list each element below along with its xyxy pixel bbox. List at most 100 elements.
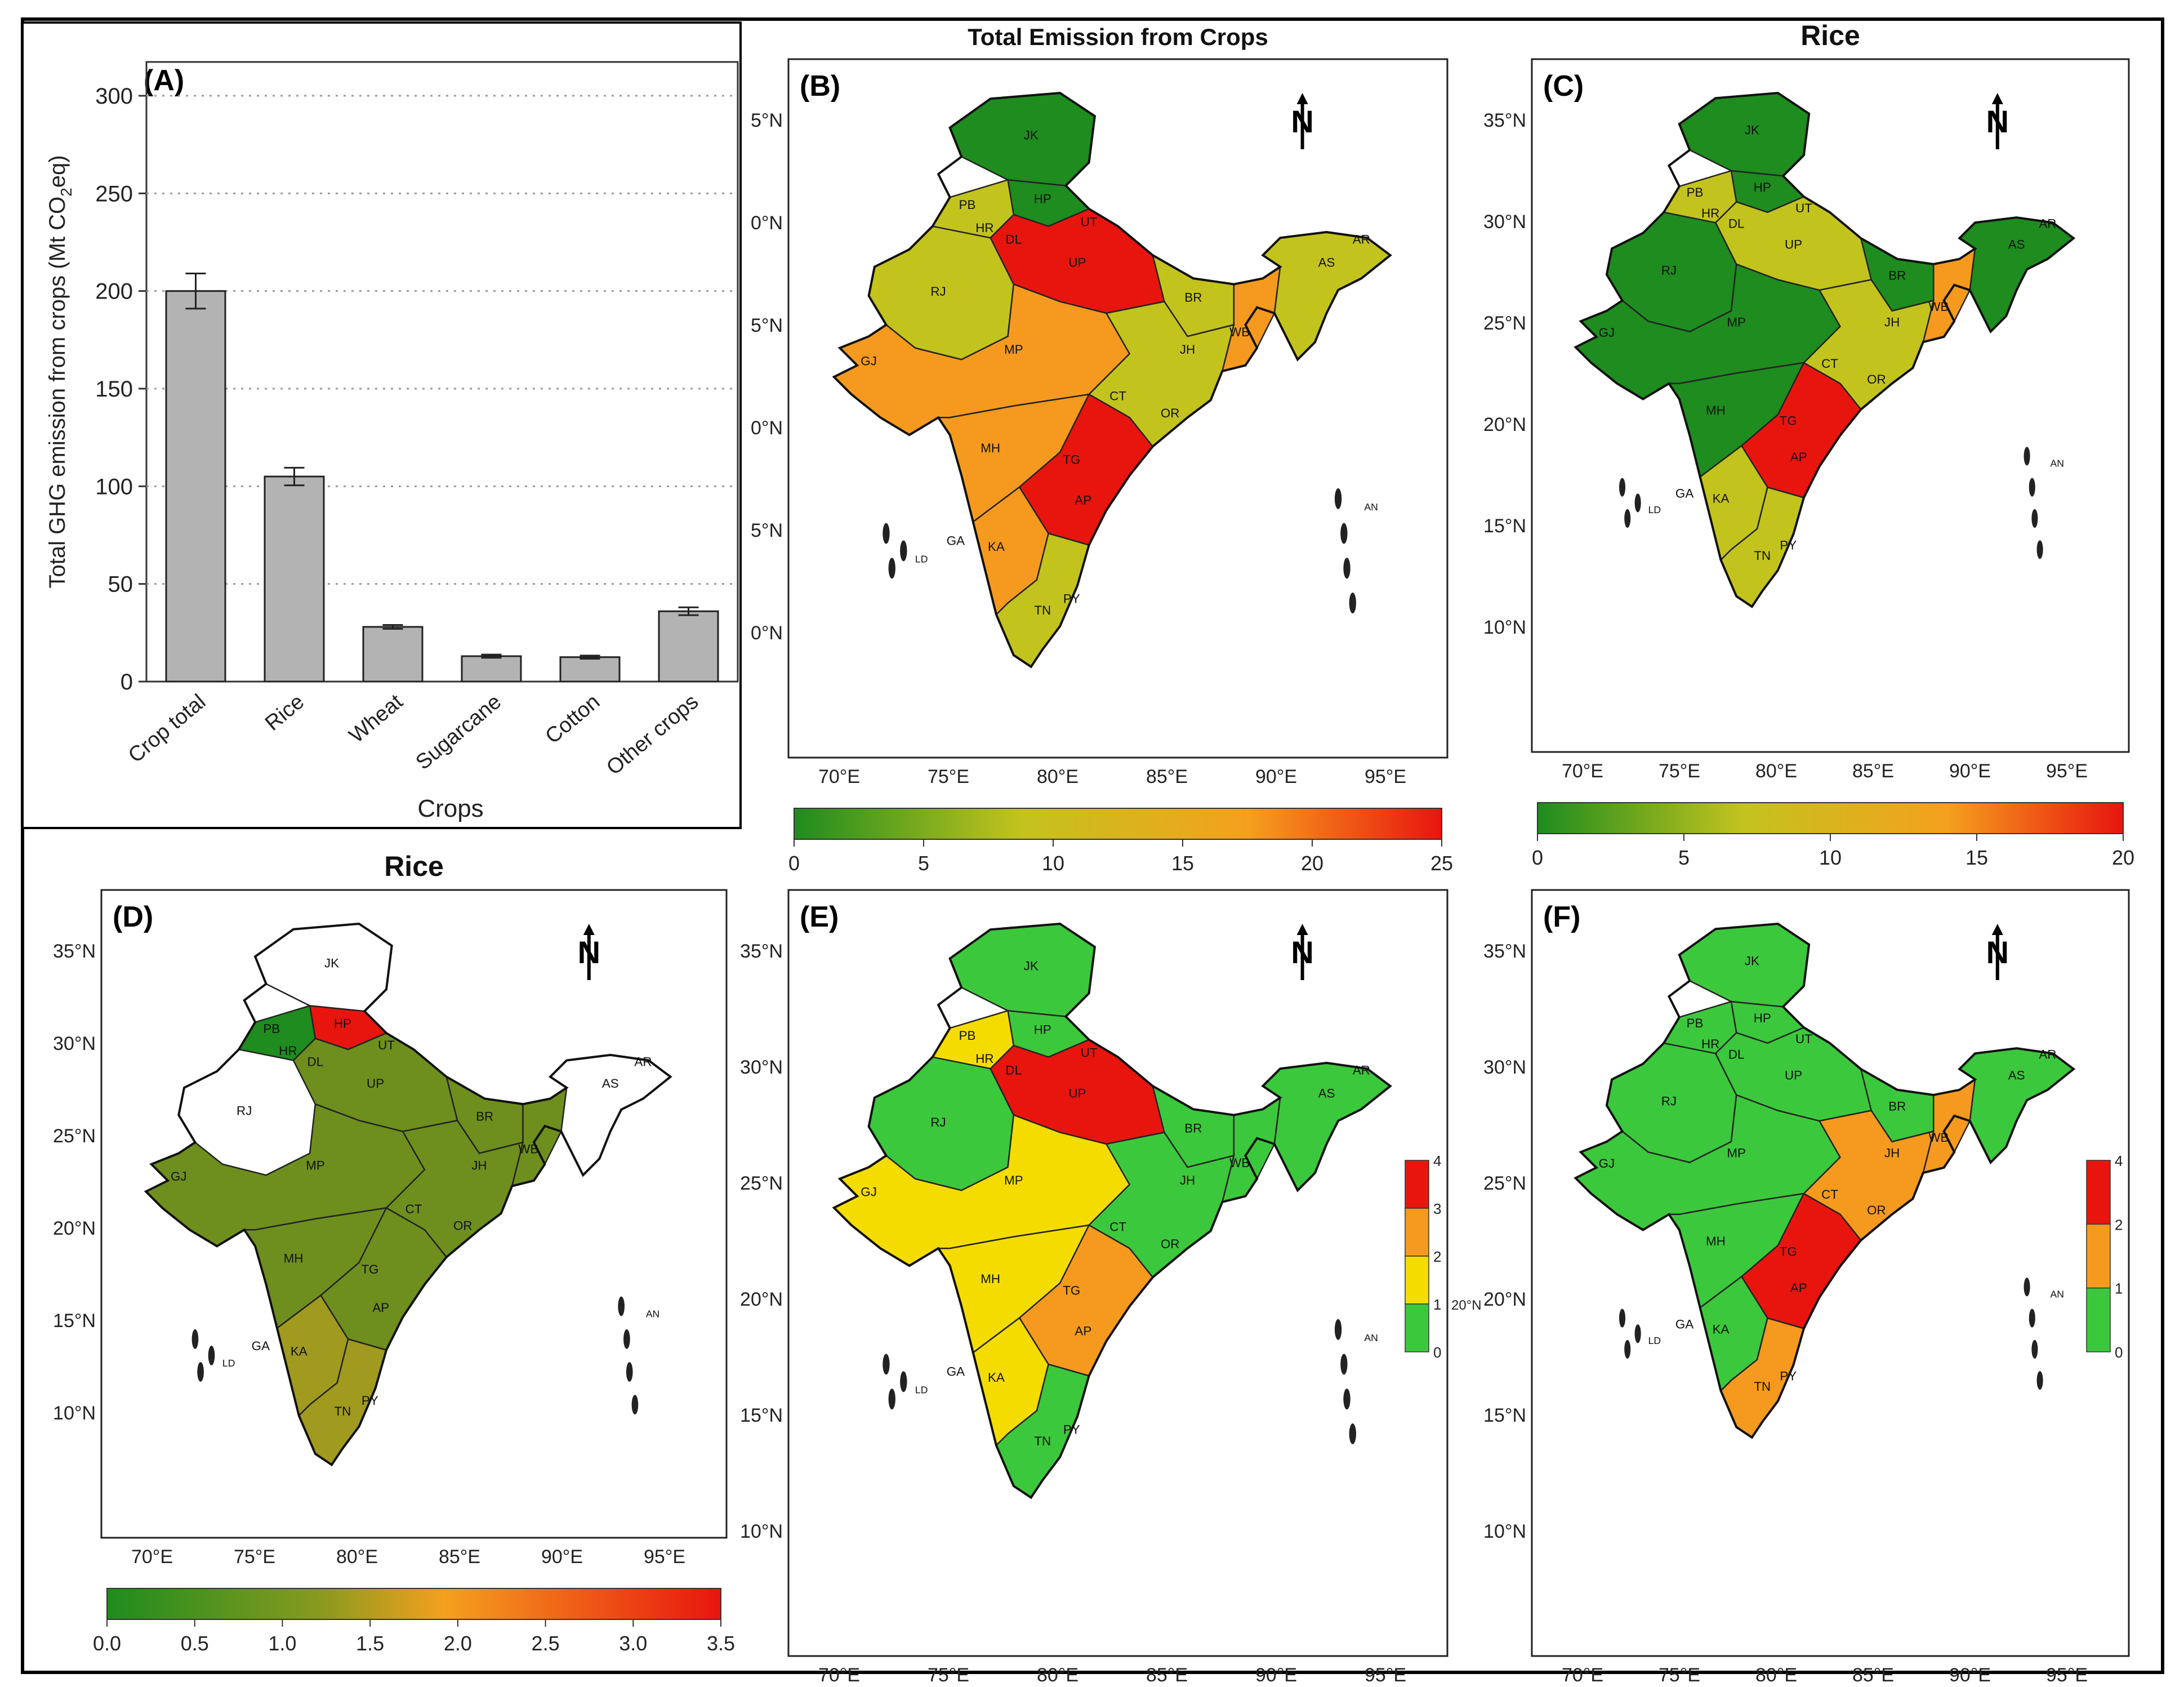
island bbox=[1334, 488, 1342, 509]
state-label-ap: AP bbox=[1790, 450, 1807, 464]
state-label-ar: AR bbox=[2039, 1048, 2056, 1062]
lon-label: 80°E bbox=[336, 1546, 378, 1568]
state-label-tg: TG bbox=[1780, 1245, 1797, 1259]
lat-label: 10°N bbox=[1483, 617, 1526, 638]
island bbox=[623, 1329, 630, 1349]
state-label-ct: CT bbox=[1109, 1219, 1126, 1234]
lon-label: 85°E bbox=[1852, 760, 1894, 782]
lon-label: 70°E bbox=[818, 1664, 860, 1686]
north-arrow-icon: N bbox=[578, 924, 600, 980]
state-label-dl: DL bbox=[1728, 1048, 1745, 1062]
plot-area bbox=[145, 61, 739, 683]
lat-label: 35°N bbox=[1483, 941, 1526, 962]
state-label-ct: CT bbox=[1821, 357, 1838, 371]
lon-label: 95°E bbox=[1365, 1664, 1406, 1686]
state-label-pb: PB bbox=[1687, 1016, 1704, 1030]
state-label-br: BR bbox=[1184, 290, 1202, 304]
state-label-ap: AP bbox=[1075, 493, 1091, 508]
lat-label: 25°N bbox=[1483, 313, 1526, 334]
state-label-jh: JH bbox=[1180, 1173, 1195, 1187]
state-label-py: PY bbox=[1063, 1423, 1080, 1437]
state-label-py: PY bbox=[1780, 538, 1797, 553]
island bbox=[1634, 493, 1641, 513]
island bbox=[1343, 1388, 1350, 1410]
lat-label: 0°N bbox=[751, 417, 783, 439]
island bbox=[2023, 1278, 2030, 1297]
state-label-ar: AR bbox=[1353, 233, 1370, 247]
lon-label: 75°E bbox=[928, 766, 969, 787]
lon-label: 70°E bbox=[1562, 760, 1603, 782]
legend-tick-label: 0 bbox=[2115, 1344, 2123, 1361]
lon-label: 85°E bbox=[439, 1546, 480, 1568]
legend-swatch bbox=[2086, 1160, 2111, 1225]
state-label-mh: MH bbox=[1706, 403, 1726, 417]
lon-label: 90°E bbox=[1255, 1664, 1297, 1686]
india-map: JK HP PB UT HR DL RJ UP BR AS AR GJ MP JH WB CT OR MH TG AP… bbox=[832, 93, 1392, 667]
bar-cotton bbox=[559, 656, 621, 683]
lon-label: 95°E bbox=[2046, 1664, 2088, 1686]
bars bbox=[165, 272, 719, 683]
lat-label: 35°N bbox=[53, 941, 96, 962]
state-label-ld: LD bbox=[915, 1384, 928, 1395]
y-tick-labels: 0 50 100 150 200 250 300 bbox=[95, 84, 146, 695]
state-label-as: AS bbox=[2008, 237, 2025, 251]
legend-swatch bbox=[1405, 1208, 1429, 1257]
north-label: N bbox=[1291, 104, 1313, 139]
lat-label: 10°N bbox=[1483, 1521, 1526, 1542]
lat-label: 15°N bbox=[53, 1310, 96, 1332]
lon-label: 85°E bbox=[1146, 766, 1188, 787]
lon-label: 90°E bbox=[1949, 1664, 1991, 1686]
state-label-ka: KA bbox=[291, 1344, 307, 1358]
state-label-mh: MH bbox=[980, 1272, 1000, 1286]
state-label-hp: HP bbox=[334, 1016, 351, 1030]
legend-swatch bbox=[1405, 1303, 1429, 1352]
state-label-ga: GA bbox=[252, 1339, 270, 1353]
state-label-tn: TN bbox=[1754, 549, 1771, 563]
state-label-mp: MP bbox=[1727, 1146, 1746, 1160]
lat-label: 25°N bbox=[740, 1173, 783, 1194]
panel-letter: (D) bbox=[113, 901, 153, 933]
state-label-up: UP bbox=[1785, 237, 1802, 251]
island bbox=[2029, 1308, 2035, 1328]
state-label-or: OR bbox=[1867, 1203, 1886, 1217]
island bbox=[191, 1329, 199, 1349]
legend-swatch bbox=[2086, 1287, 2111, 1352]
map-panels: Total Emission from Crops (B) JK HP PB UT HR DL… bbox=[53, 20, 2134, 1686]
state-label-tn: TN bbox=[334, 1404, 351, 1418]
state-label-or: OR bbox=[1161, 1237, 1180, 1251]
state-label-hp: HP bbox=[1034, 1023, 1051, 1037]
legend-tick-label: 1.5 bbox=[356, 1632, 384, 1655]
legend-tick-label: 2 bbox=[1433, 1248, 1441, 1265]
state-label-rj: RJ bbox=[1661, 1094, 1677, 1108]
state-label-ap: AP bbox=[1075, 1324, 1091, 1338]
panel-letter: (F) bbox=[1543, 901, 1580, 933]
legend-swatch bbox=[2086, 1223, 2111, 1289]
legend-tick-label: 3.5 bbox=[707, 1632, 735, 1655]
lon-label: 95°E bbox=[1365, 766, 1406, 787]
y-tick-label: 150 bbox=[95, 377, 133, 402]
legend-tick-label: 2 bbox=[2115, 1216, 2123, 1233]
island bbox=[882, 523, 890, 544]
panel-letter: (C) bbox=[1543, 70, 1584, 103]
legend-tick-label: 5 bbox=[918, 852, 929, 875]
error-bar bbox=[580, 655, 600, 660]
state-label-ld: LD bbox=[1648, 1335, 1661, 1346]
state-label-gj: GJ bbox=[171, 1169, 187, 1183]
state-label-as: AS bbox=[2008, 1068, 2025, 1082]
state-label-tn: TN bbox=[1034, 603, 1051, 617]
north-label: N bbox=[1291, 934, 1313, 970]
state-label-br: BR bbox=[476, 1109, 493, 1123]
state-label-up: UP bbox=[1068, 256, 1086, 270]
north-label: N bbox=[1986, 934, 2009, 970]
panel-f-map: (F) JK HP PB UT HR DL RJ UP BR AS AR GJ MP JH WB CT OR MH T… bbox=[1483, 889, 2130, 1686]
legend-swatch bbox=[1405, 1256, 1429, 1305]
y-tick-label: 250 bbox=[95, 181, 133, 206]
lon-label: 75°E bbox=[1659, 760, 1700, 782]
panel-c-map: Rice (C) JK HP PB UT HR DL RJ UP BR AS AR GJ MP JH WB CT O… bbox=[1483, 20, 2134, 869]
india-map: JK HP PB UT HR DL RJ UP BR AS AR GJ MP JH WB CT OR MH TG AP… bbox=[832, 924, 1392, 1498]
state-label-mp: MP bbox=[1727, 315, 1746, 330]
state-label-tg: TG bbox=[1063, 1284, 1080, 1298]
state-label-ld: LD bbox=[915, 553, 928, 564]
